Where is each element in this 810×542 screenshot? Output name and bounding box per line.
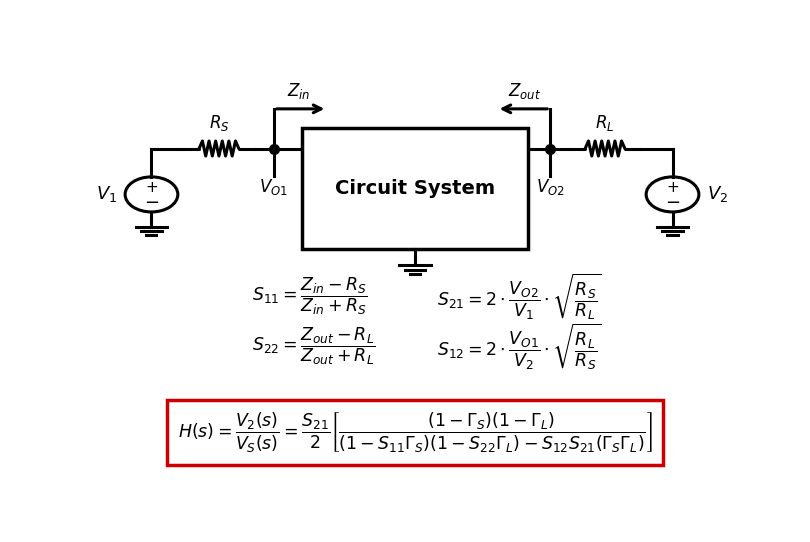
Text: $H(s) = \dfrac{V_2(s)}{V_S(s)} = \dfrac{S_{21}}{2}\left[\dfrac{(1-\Gamma_S)(1-\G: $H(s) = \dfrac{V_2(s)}{V_S(s)} = \dfrac{… <box>178 410 652 454</box>
Text: $R_S$: $R_S$ <box>209 113 229 133</box>
Bar <box>302 128 528 249</box>
Text: $V_1$: $V_1$ <box>96 184 117 204</box>
Text: $R_L$: $R_L$ <box>595 113 615 133</box>
Text: $+$: $+$ <box>666 180 679 195</box>
Text: $S_{11} = \dfrac{Z_{in} - R_S}{Z_{in} + R_S}$: $S_{11} = \dfrac{Z_{in} - R_S}{Z_{in} + … <box>252 276 368 318</box>
Text: $V_2$: $V_2$ <box>707 184 728 204</box>
Text: $V_{O2}$: $V_{O2}$ <box>535 177 565 197</box>
Text: $S_{21} = 2 \cdot \dfrac{V_{O2}}{V_1} \cdot \sqrt{\dfrac{R_S}{R_L}}$: $S_{21} = 2 \cdot \dfrac{V_{O2}}{V_1} \c… <box>437 271 602 322</box>
Text: $-$: $-$ <box>665 192 680 210</box>
Text: $-$: $-$ <box>144 192 159 210</box>
Text: $+$: $+$ <box>145 180 158 195</box>
Text: $S_{22} = \dfrac{Z_{out} - R_L}{Z_{out} + R_L}$: $S_{22} = \dfrac{Z_{out} - R_L}{Z_{out} … <box>252 326 375 367</box>
Text: Circuit System: Circuit System <box>335 179 495 198</box>
Text: $Z_{out}$: $Z_{out}$ <box>509 81 542 101</box>
Text: $S_{12} = 2 \cdot \dfrac{V_{O1}}{V_2} \cdot \sqrt{\dfrac{R_L}{R_S}}$: $S_{12} = 2 \cdot \dfrac{V_{O1}}{V_2} \c… <box>437 321 602 372</box>
Text: $Z_{in}$: $Z_{in}$ <box>288 81 311 101</box>
Text: $V_{O1}$: $V_{O1}$ <box>259 177 288 197</box>
